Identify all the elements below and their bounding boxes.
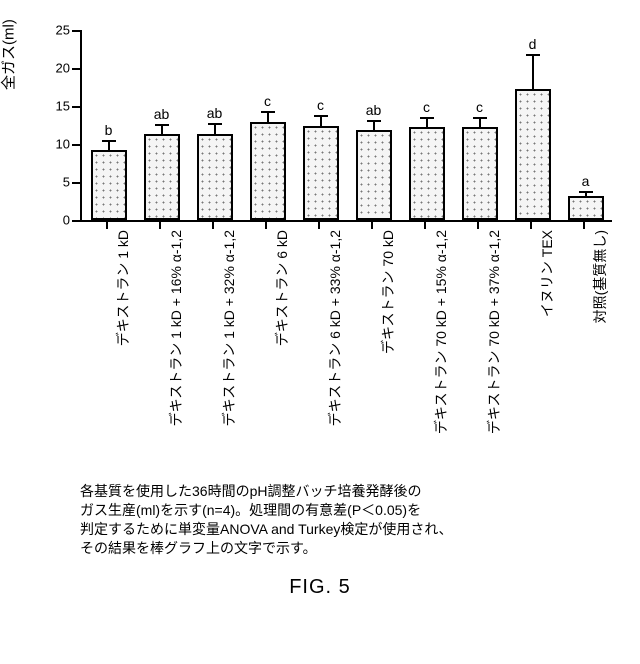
error-cap [473,117,487,119]
x-tick [583,222,585,229]
error-bar [479,118,481,127]
y-tick-label: 15 [56,99,82,114]
error-bar [320,116,322,126]
figure-caption: 各基質を使用した36時間のpH調整バッチ培養発酵後の ガス生産(ml)を示す(n… [80,482,580,558]
bar [356,130,392,220]
error-cap [420,117,434,119]
x-tick-label: デキストラン 1 kD [113,230,133,346]
bar [144,134,180,220]
y-tick-label: 25 [56,23,82,38]
bar [409,127,445,220]
y-tick-label: 10 [56,137,82,152]
error-cap [155,124,169,126]
bar [568,196,604,220]
x-tick-label: デキストラン 6 kD + 33% α-1,2 [325,230,345,426]
error-bar [214,124,216,134]
figure-number: FIG. 5 [20,576,620,599]
x-tick [371,222,373,229]
significance-letter: c [317,97,324,113]
error-bar [532,55,534,89]
x-tick-label: デキストラン 1 kD + 32% α-1,2 [219,230,239,426]
y-axis-label: 全ガス(ml) [0,19,19,90]
x-tick [477,222,479,229]
error-cap [314,115,328,117]
error-bar [161,125,163,134]
x-axis-labels: デキストラン 1 kD デキストラン 1 kD + 16% α-1,2 デキストラン… [80,222,610,472]
bar [303,126,339,220]
x-tick-label: デキストラン 6 kD [272,230,292,346]
significance-letter: d [529,36,537,52]
significance-letter: ab [366,102,382,118]
x-tick [265,222,267,229]
x-tick [106,222,108,229]
bar [515,89,551,220]
bar [91,150,127,220]
x-tick [212,222,214,229]
error-bar [108,141,110,150]
caption-line: 判定するために単変量ANOVA and Turkey検定が使用され、 [80,520,580,539]
y-tick-label: 5 [63,175,82,190]
x-tick-label: デキストラン 1 kD + 16% α-1,2 [166,230,186,426]
significance-letter: ab [154,106,170,122]
x-tick-label: デキストラン 70 kD + 15% α-1,2 [431,230,451,434]
error-cap [367,120,381,122]
x-tick-label: イヌリン TEX [537,230,557,317]
y-tick-label: 20 [56,61,82,76]
error-cap [261,111,275,113]
chart-plot-area: bababccabccda 0510152025 [80,30,612,222]
error-cap [579,191,593,193]
bar [197,134,233,220]
caption-line: その結果を棒グラフ上の文字で示す。 [80,539,580,558]
significance-letter: a [582,173,590,189]
significance-letter: c [264,93,271,109]
error-cap [102,140,116,142]
x-tick [159,222,161,229]
caption-line: ガス生産(ml)を示す(n=4)。処理間の有意差(P＜0.05)を [80,501,580,520]
significance-letter: b [105,122,113,138]
bar [250,122,286,220]
error-cap [208,123,222,125]
bar [462,127,498,220]
caption-line: 各基質を使用した36時間のpH調整バッチ培養発酵後の [80,482,580,501]
x-tick-label: 対照(基質無し) [590,230,610,323]
x-tick [318,222,320,229]
error-cap [526,54,540,56]
x-tick-label: デキストラン 70 kD + 37% α-1,2 [484,230,504,434]
significance-letter: ab [207,105,223,121]
significance-letter: c [476,99,483,115]
x-tick [530,222,532,229]
x-tick [424,222,426,229]
x-tick-label: デキストラン 70 kD [378,230,398,354]
error-bar [373,121,375,130]
error-bar [426,118,428,127]
error-bar [267,112,269,122]
significance-letter: c [423,99,430,115]
